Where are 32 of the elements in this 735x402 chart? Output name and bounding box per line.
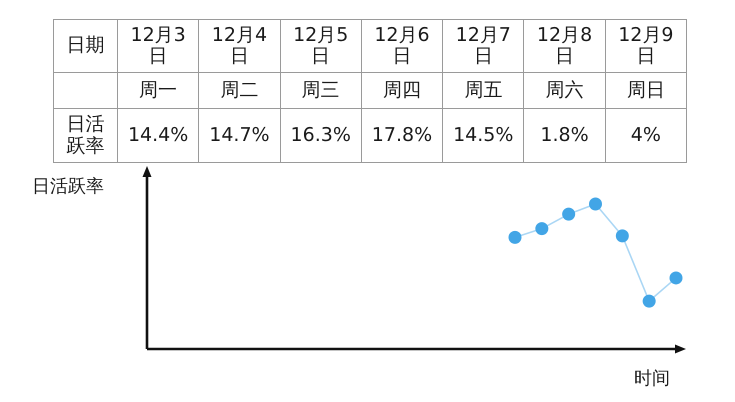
text: 周六 bbox=[546, 78, 584, 101]
text: 周五 bbox=[464, 78, 502, 101]
category-label: 12月8日 bbox=[536, 24, 594, 68]
text: 日活跃率 bbox=[66, 113, 106, 157]
category-label: 12月4日 bbox=[210, 24, 268, 68]
data-label: 14.7% bbox=[198, 108, 280, 162]
text: 周日 bbox=[626, 78, 665, 101]
text: 周一 bbox=[139, 78, 178, 101]
text: 周三 bbox=[302, 78, 340, 101]
point bbox=[670, 271, 682, 284]
text: 日期 bbox=[54, 20, 118, 72]
x-axis-title: 时间 bbox=[633, 367, 671, 390]
category-label: 12月5日 bbox=[292, 24, 350, 68]
point bbox=[616, 229, 629, 242]
data-label: 14.5% bbox=[442, 108, 524, 162]
text: 周四 bbox=[382, 78, 421, 101]
point bbox=[508, 230, 522, 244]
data-label: 4% bbox=[605, 108, 686, 162]
point bbox=[589, 198, 602, 210]
y-axis-title: 日活跃率 bbox=[31, 175, 105, 198]
data-label: 1.8% bbox=[524, 108, 606, 162]
category-label: 12月3日 bbox=[130, 24, 187, 68]
point bbox=[562, 208, 576, 221]
data-label: 16.3% bbox=[280, 108, 362, 162]
data-label: 17.8% bbox=[361, 108, 443, 162]
text: 周二 bbox=[220, 78, 258, 101]
category-label: 12月6日 bbox=[373, 24, 431, 68]
point bbox=[642, 294, 656, 308]
category-label: 12月7日 bbox=[454, 24, 512, 68]
category-label: 12月9日 bbox=[617, 24, 674, 68]
data-label: 14.4% bbox=[118, 108, 199, 162]
point bbox=[535, 222, 548, 236]
